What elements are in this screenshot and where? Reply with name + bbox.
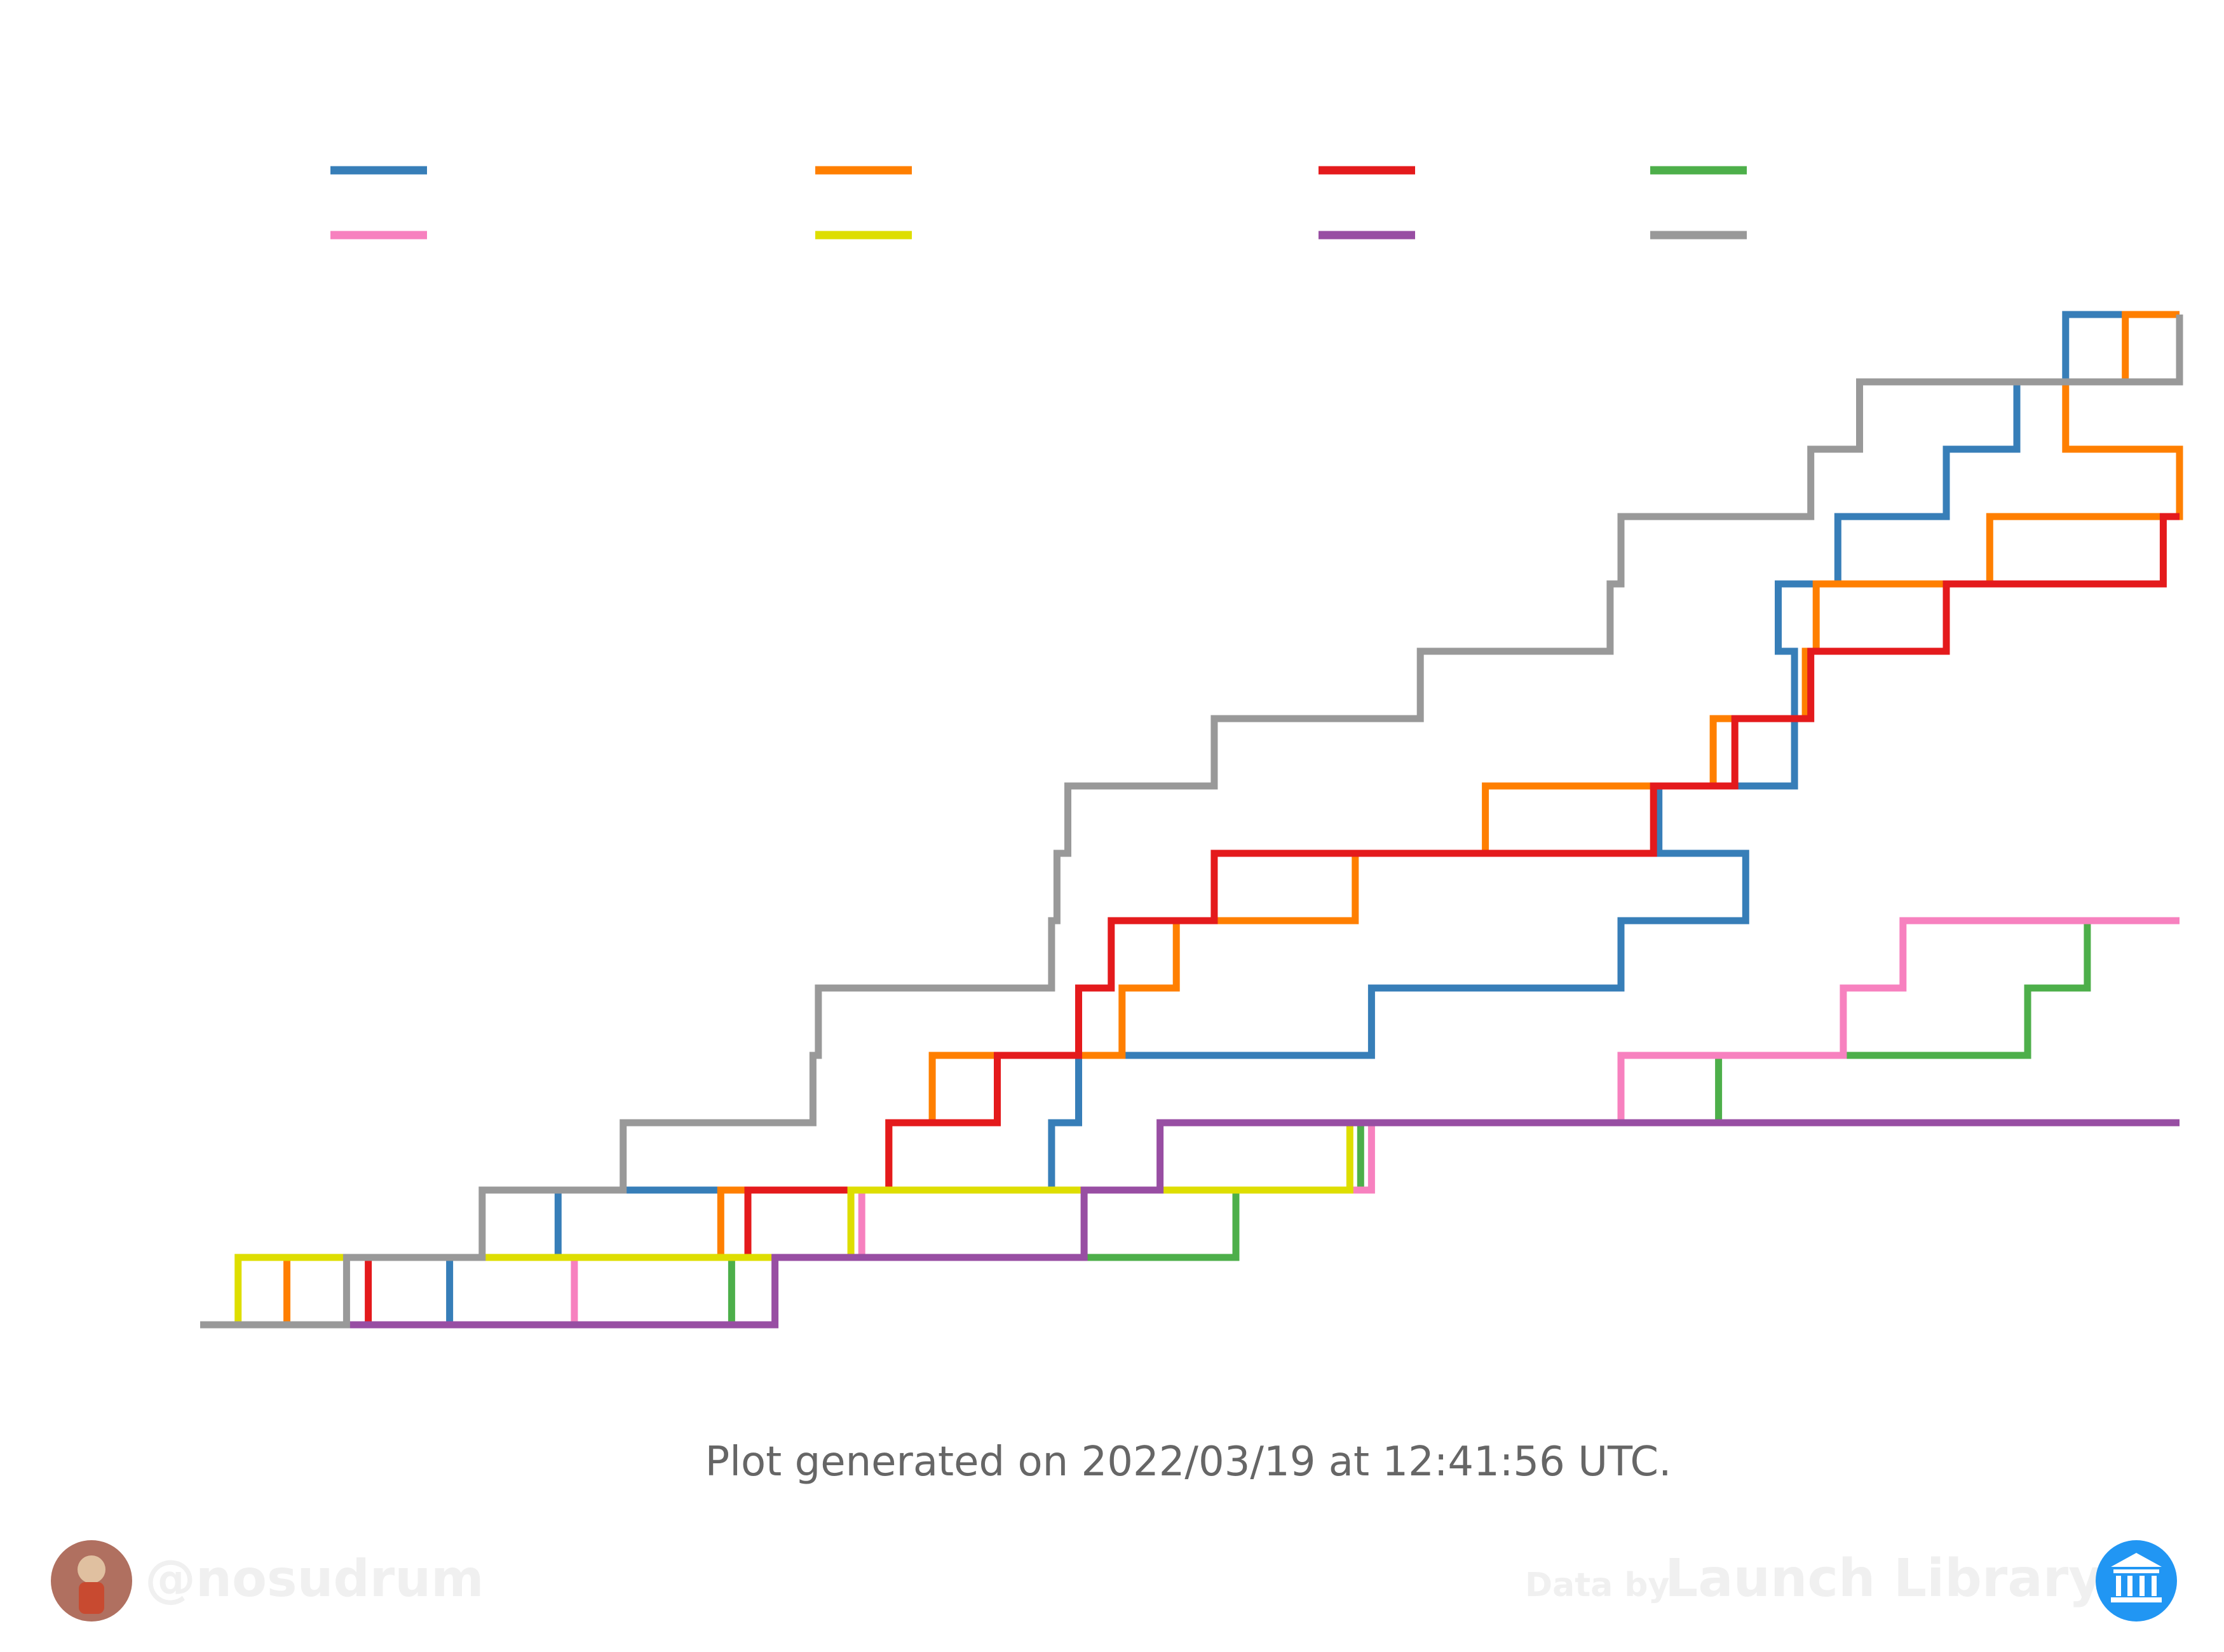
legend [330, 166, 1747, 240]
data-by-label: Data by [1525, 1566, 1669, 1604]
author-handle: @nosudrum [145, 1549, 484, 1608]
plot-generated-note: Plot generated on 2022/03/19 at 12:41:56… [705, 1439, 1672, 1486]
series-line-6 [200, 1119, 2180, 1329]
series-line-1 [200, 311, 2180, 1329]
series-line-8 [200, 315, 2183, 1329]
library-building-icon [2096, 1540, 2177, 1622]
series-line-2 [200, 311, 2183, 1329]
data-source-name: Launch Library 2 [1665, 1548, 2157, 1609]
series-line-3 [200, 513, 2180, 1329]
author-avatar [51, 1540, 132, 1622]
plot-area [200, 311, 2183, 1329]
series-line-7 [200, 1119, 2180, 1329]
